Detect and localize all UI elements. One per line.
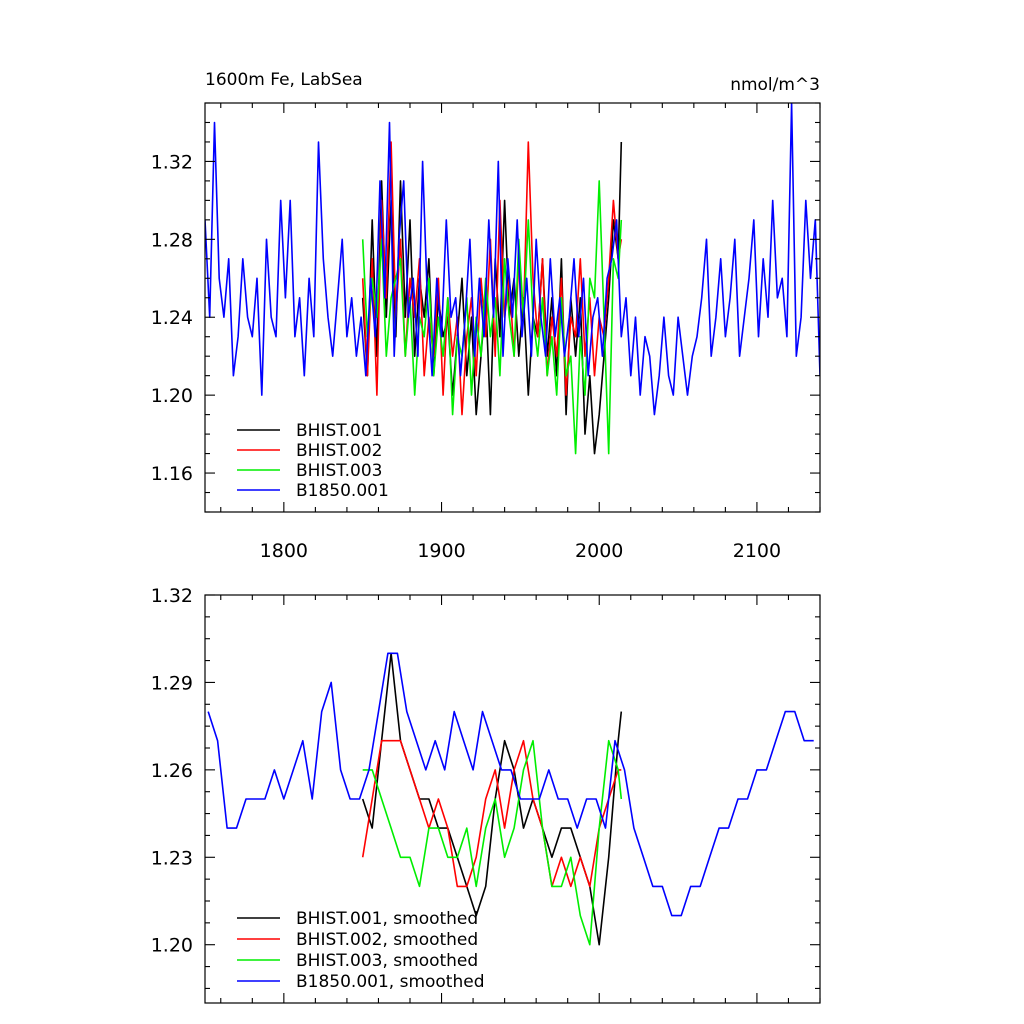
- y-tick-label: 1.20: [151, 385, 193, 407]
- legend-label: BHIST.003, smoothed: [296, 951, 478, 971]
- x-tick-label: 1900: [417, 540, 465, 562]
- y-tick-label: 1.32: [151, 151, 193, 173]
- legend-label: BHIST.001: [296, 421, 382, 441]
- chart-title: 1600m Fe, LabSea: [205, 70, 363, 90]
- legend-label: BHIST.002, smoothed: [296, 930, 478, 950]
- series-line-1: [361, 739, 622, 888]
- plot-frame: [204, 594, 821, 1004]
- series-line-3: [207, 652, 814, 917]
- series-group: [205, 103, 820, 455]
- y-tick-label: 1.26: [151, 760, 193, 782]
- top-panel: 1.16 1.20 1.24 1.28 1.32 1800 1900 2000 2100 1600…: [151, 70, 821, 562]
- y-tick-label: 1.20: [151, 935, 193, 957]
- series-line-0: [361, 141, 623, 455]
- y-tick-label: 1.29: [151, 672, 193, 694]
- legend-label: BHIST.003: [296, 461, 382, 481]
- series-line-2: [362, 739, 623, 946]
- series-group: [207, 652, 814, 946]
- x-tick-label: 1800: [260, 540, 308, 562]
- legend-label: B1850.001: [296, 481, 389, 501]
- y-tick-label: 1.32: [151, 585, 193, 607]
- series-line-0: [361, 652, 623, 946]
- y-tick-label: 1.24: [151, 307, 193, 329]
- legend-label: BHIST.002: [296, 441, 382, 461]
- plot-frame: [204, 102, 821, 513]
- y-tick-label: 1.16: [151, 463, 193, 485]
- y-tick-label: 1.23: [151, 847, 193, 869]
- series-line-2: [361, 180, 623, 455]
- legend-label: BHIST.001, smoothed: [296, 909, 478, 929]
- units-label: nmol/m^3: [730, 75, 820, 95]
- x-tick-label: 2000: [575, 540, 623, 562]
- y-tick-label: 1.28: [151, 229, 193, 251]
- legend-label: B1850.001, smoothed: [296, 972, 485, 992]
- series-line-3: [205, 103, 820, 416]
- x-tick-label: 2100: [733, 540, 781, 562]
